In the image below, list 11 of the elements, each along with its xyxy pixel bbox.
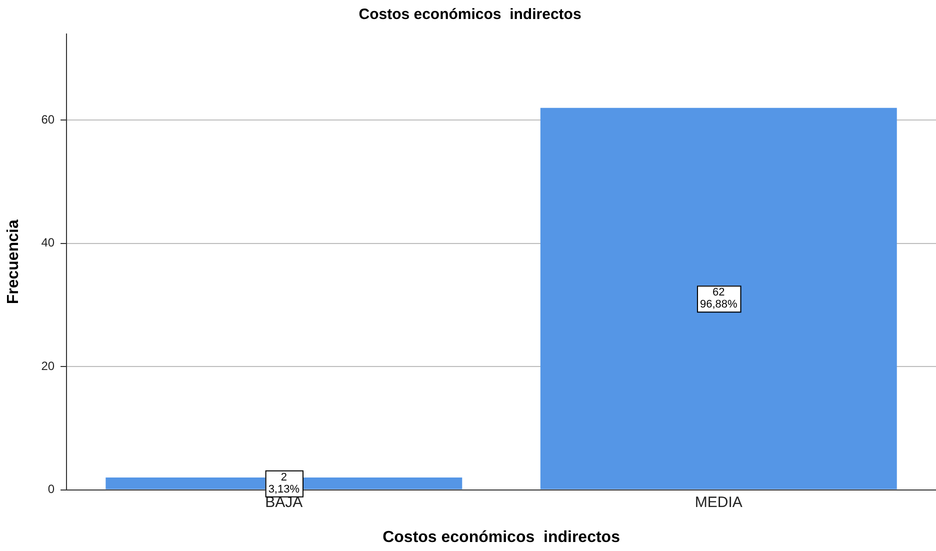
x-tick-label: BAJA xyxy=(265,494,303,511)
chart-title: Costos económicos indirectos xyxy=(358,6,582,24)
y-tick-label: 40 xyxy=(41,236,55,250)
y-tick-label: 20 xyxy=(41,358,55,373)
data-label: 2 3,13% xyxy=(268,471,300,496)
x-axis-title: Costos económicos indirectos xyxy=(382,528,620,546)
x-tick-label: MEDIA xyxy=(694,494,742,511)
data-label: 62 96,88% xyxy=(700,286,738,311)
y-tick-label: 60 xyxy=(41,112,55,127)
y-tick-label: 0 xyxy=(48,482,55,496)
y-axis-title: Frecuencia xyxy=(5,220,22,304)
